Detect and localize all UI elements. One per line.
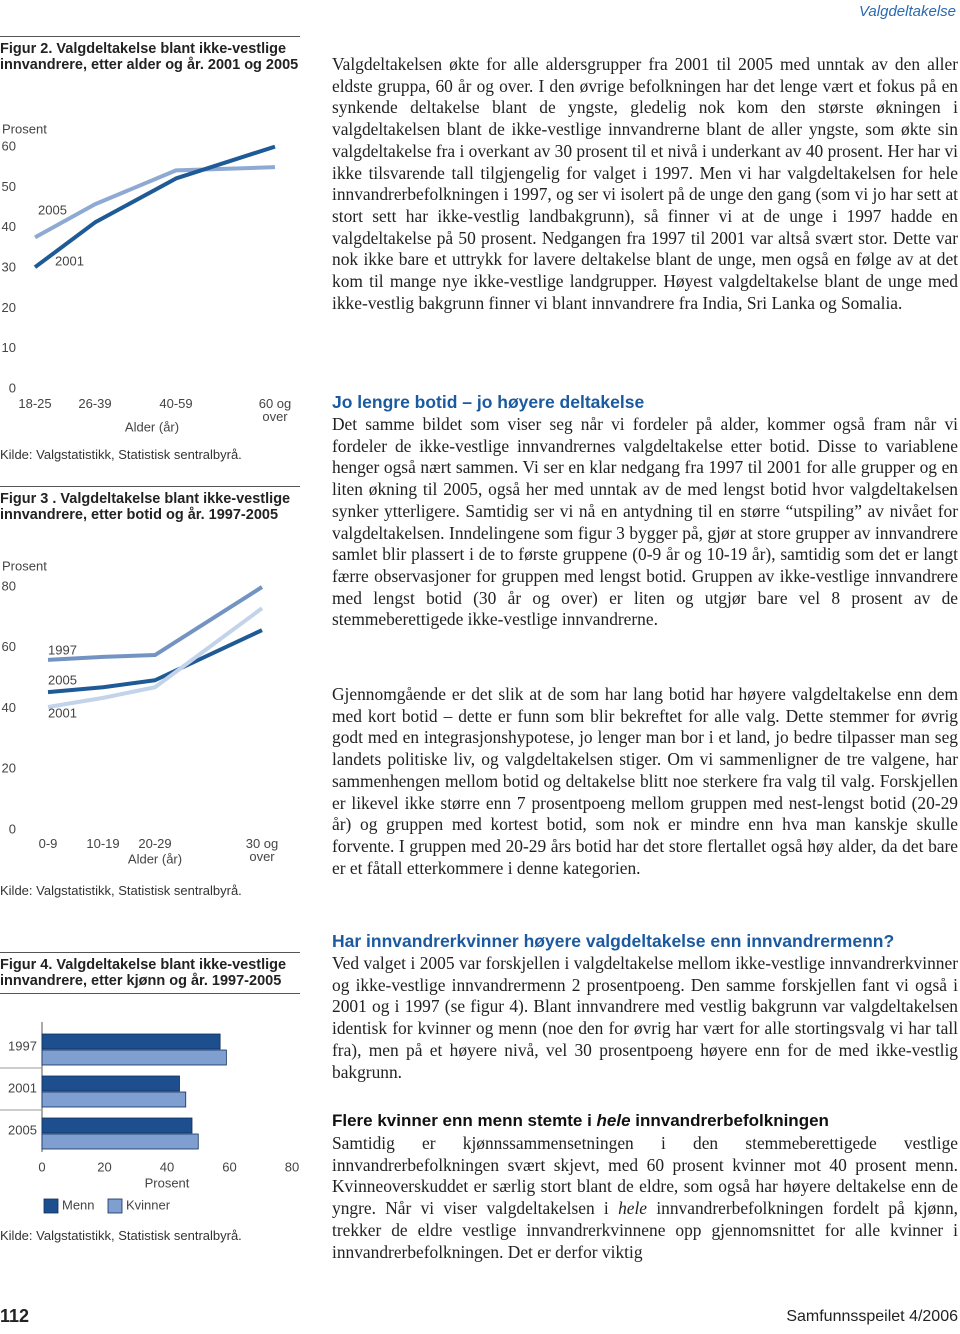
bar	[41, 1049, 227, 1066]
bar	[41, 1091, 187, 1108]
figure-title: Figur 4. Valgdeltakelse blant ikke-vestl…	[0, 952, 300, 994]
paragraph: Samtidig er kjønnssammensetningen i den …	[332, 1133, 958, 1263]
y-tick-label: 60	[2, 639, 16, 654]
series-label: 2005	[38, 202, 67, 217]
series-label: 2005	[48, 672, 77, 687]
x-axis-label: Alder (år)	[125, 419, 179, 434]
figure-source: Kilde: Valgstatistikk, Statistisk sentra…	[0, 883, 242, 898]
figure-source: Kilde: Valgstatistikk, Statistisk sentra…	[0, 1228, 242, 1243]
heading: Jo lengre botid – jo høyere deltakelse	[332, 392, 645, 412]
y-tick-label: 20	[2, 761, 16, 776]
heading: Har innvandrerkvinner høyere valgdeltake…	[332, 931, 895, 951]
heading-emphasis: hele	[596, 1111, 631, 1130]
x-tick-label: 40	[160, 1159, 174, 1174]
y-tick-label: 2001	[8, 1080, 37, 1095]
bar	[41, 1075, 180, 1092]
figure-title: Figur 2. Valgdeltakelse blant ikke-vestl…	[0, 36, 300, 73]
legend-swatch	[107, 1198, 123, 1214]
heading-part: innvandrerbefolkningen	[630, 1111, 829, 1130]
legend-label: Kvinner	[126, 1197, 171, 1212]
data-line	[47, 606, 264, 709]
paragraph: Gjennomgående er det slik at de som har …	[332, 684, 958, 878]
y-tick-label: 40	[2, 700, 16, 715]
bar	[41, 1133, 199, 1150]
bar	[41, 1033, 221, 1050]
heading: Flere kvinner enn menn stemte i hele inn…	[332, 1111, 960, 1131]
journal-name: Samfunnsspeilet 4/2006	[786, 1308, 958, 1325]
y-axis-label: Prosent	[2, 121, 47, 136]
x-tick-label: 20-29	[138, 836, 172, 851]
y-tick-label: 60	[2, 138, 16, 153]
data-line	[33, 144, 276, 269]
y-tick-label: 0	[9, 380, 16, 395]
data-line	[34, 165, 276, 240]
x-tick-label: 60	[222, 1159, 236, 1174]
legend-swatch	[43, 1198, 59, 1214]
data-line	[47, 628, 263, 695]
y-tick-label: 0	[9, 821, 16, 836]
y-axis-label: Prosent	[2, 558, 47, 573]
figure-title: Figur 3 . Valgdeltakelse blant ikke-vest…	[0, 486, 300, 523]
x-tick-label: 80	[285, 1159, 299, 1174]
figure-source: Kilde: Valgstatistikk, Statistisk sentra…	[0, 447, 242, 462]
data-line	[47, 585, 264, 662]
y-tick-label: 1997	[8, 1038, 37, 1053]
running-header: Valgdeltakelse	[858, 3, 956, 20]
y-tick-label: 20	[2, 300, 16, 315]
text-part: innvandrerbefolkningen fordelt på kjønn,…	[332, 1198, 958, 1262]
y-tick-label: 10	[2, 340, 16, 355]
y-tick-label: 30	[2, 259, 16, 274]
x-tick-label: 20	[97, 1159, 111, 1174]
y-tick-label: 80	[2, 578, 16, 593]
series-label: 2001	[48, 705, 77, 720]
x-tick-label: 40-59	[159, 396, 193, 411]
heading-part: Flere kvinner enn menn stemte i	[332, 1111, 597, 1130]
x-tick-label: 30 og over	[245, 836, 279, 864]
x-tick-label: 0	[38, 1159, 45, 1174]
x-axis-label: Prosent	[145, 1175, 190, 1190]
y-tick-label: 50	[2, 179, 16, 194]
page-number: 112	[0, 1306, 30, 1326]
x-tick-label: 26-39	[78, 396, 112, 411]
x-tick-label: 0-9	[38, 836, 58, 851]
bar	[41, 1117, 193, 1134]
legend-label: Menn	[62, 1197, 95, 1212]
x-tick-label: 60 og over	[258, 396, 292, 424]
paragraph: Valgdeltakelsen økte for alle aldersgrup…	[332, 54, 958, 313]
x-tick-label: 10-19	[86, 836, 120, 851]
x-axis-label: Alder (år)	[128, 851, 182, 866]
paragraph: Det samme bildet som viser seg når vi fo…	[332, 414, 958, 630]
paragraph: Ved valget i 2005 var forskjellen i valg…	[332, 953, 958, 1082]
text-emphasis: hele	[618, 1198, 648, 1219]
text-part: Samtidig er kjønnssammensetningen i den …	[332, 1133, 958, 1219]
series-label: 1997	[48, 642, 77, 657]
series-label: 2001	[55, 253, 84, 268]
y-tick-label: 40	[2, 219, 16, 234]
y-tick-label: 2005	[8, 1122, 37, 1137]
x-tick-label: 18-25	[18, 396, 52, 411]
